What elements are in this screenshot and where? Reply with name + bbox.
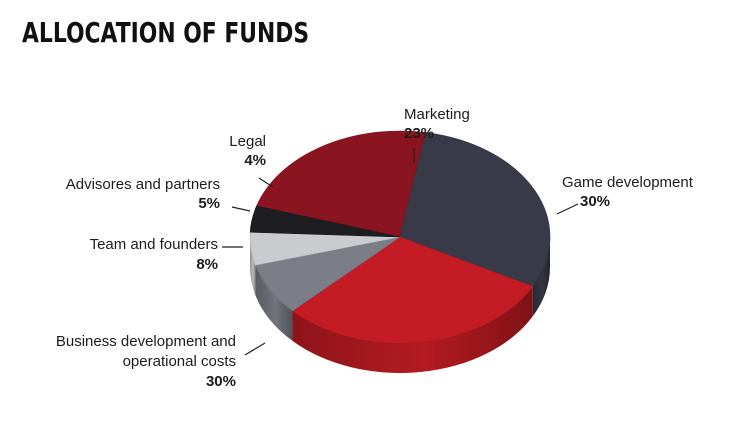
leader-line-business-development-and-operational-costs xyxy=(244,342,266,356)
label-name-business-development-and-operational-costs-2: operational costs xyxy=(123,353,236,370)
label-pct-team-and-founders: 8% xyxy=(196,256,218,273)
label-pct-advisores-and-partners: 5% xyxy=(198,195,220,212)
label-pct-game-development: 30% xyxy=(580,193,610,210)
pie-side-game-development xyxy=(532,237,550,317)
label-advisores-and-partners: Advisores and partners 5% xyxy=(66,176,251,212)
label-marketing: Marketing 23% xyxy=(404,106,470,163)
label-business-development-and-operational-costs: Business development and operational cost… xyxy=(56,333,266,390)
label-pct-legal: 4% xyxy=(244,152,266,169)
pie-side-business-development-and-operational-costs xyxy=(292,286,533,373)
label-name-advisores-and-partners: Advisores and partners xyxy=(66,176,220,193)
label-name-business-development-and-operational-costs-1: Business development and xyxy=(56,333,236,350)
label-name-legal: Legal xyxy=(229,133,266,150)
pie-side-team-and-founders xyxy=(255,265,293,341)
label-legal: Legal 4% xyxy=(229,133,274,188)
pie-slice-business-development-and-operational-costs xyxy=(291,236,534,344)
label-pct-marketing: 23% xyxy=(404,125,434,142)
pie-top xyxy=(249,130,551,344)
leader-line-game-development xyxy=(556,203,579,215)
label-name-marketing: Marketing xyxy=(404,106,470,123)
pie-sides xyxy=(250,237,550,373)
pie-slice-legal xyxy=(249,205,401,238)
label-team-and-founders: Team and founders 8% xyxy=(90,236,243,273)
leader-line-advisores-and-partners xyxy=(231,206,251,212)
pie-slice-game-development xyxy=(399,132,551,287)
pie-slice-marketing xyxy=(256,130,426,238)
leader-line-legal xyxy=(258,177,274,188)
label-name-team-and-founders: Team and founders xyxy=(90,236,218,253)
label-game-development: Game development 30% xyxy=(556,174,694,215)
chart-title: ALLOCATION OF FUNDS xyxy=(22,16,310,49)
label-pct-business-development-and-operational-costs: 30% xyxy=(206,373,236,390)
label-name-game-development: Game development xyxy=(562,174,694,191)
